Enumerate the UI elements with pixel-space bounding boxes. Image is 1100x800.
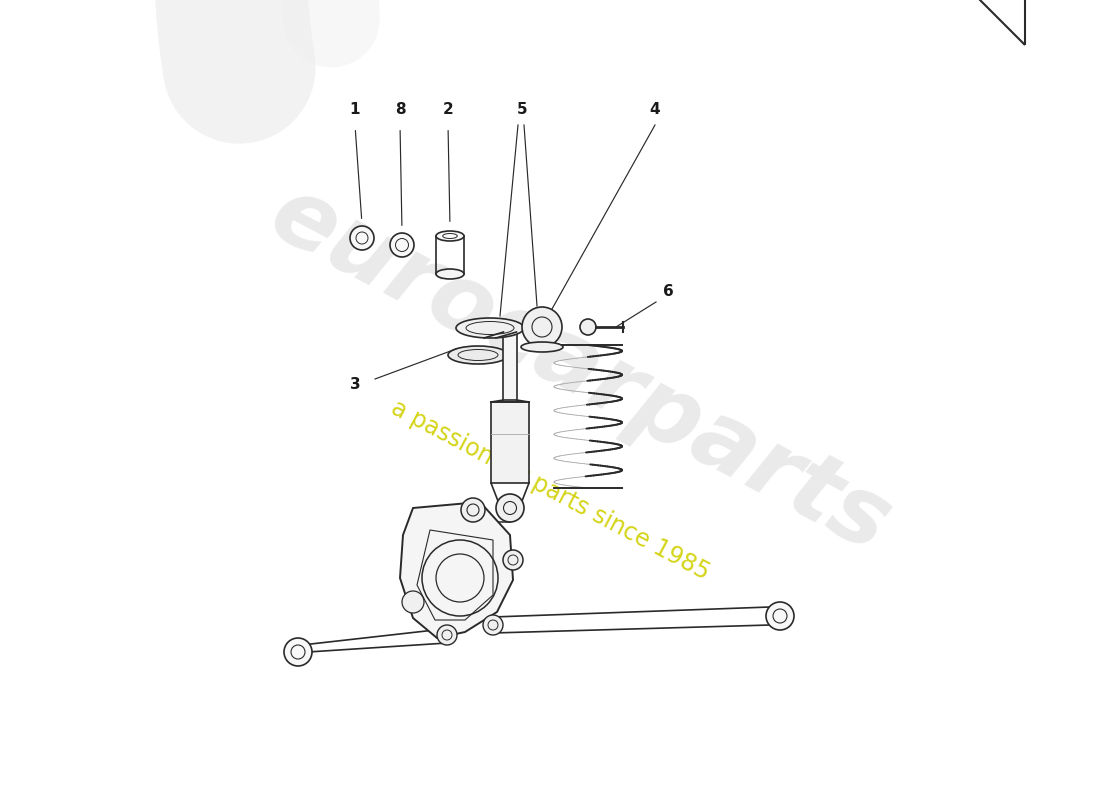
Circle shape <box>496 494 524 522</box>
Polygon shape <box>400 502 513 638</box>
Text: 1: 1 <box>350 102 361 118</box>
Text: 2: 2 <box>442 102 453 118</box>
Circle shape <box>437 625 456 645</box>
Text: 3: 3 <box>350 378 361 393</box>
Circle shape <box>580 319 596 335</box>
Circle shape <box>461 498 485 522</box>
Circle shape <box>284 638 312 666</box>
Ellipse shape <box>436 231 464 241</box>
Text: 4: 4 <box>650 102 660 118</box>
Ellipse shape <box>436 269 464 279</box>
Circle shape <box>766 602 794 630</box>
Text: 5: 5 <box>517 102 527 118</box>
Polygon shape <box>504 332 517 400</box>
Ellipse shape <box>521 342 563 352</box>
Ellipse shape <box>456 318 524 338</box>
Ellipse shape <box>390 233 414 257</box>
Text: 6: 6 <box>662 285 673 299</box>
Text: 8: 8 <box>395 102 405 118</box>
Ellipse shape <box>448 346 508 364</box>
Ellipse shape <box>350 226 374 250</box>
Text: a passion for parts since 1985: a passion for parts since 1985 <box>387 395 713 585</box>
Polygon shape <box>491 402 529 483</box>
Circle shape <box>503 550 522 570</box>
Circle shape <box>522 307 562 347</box>
Circle shape <box>402 591 424 613</box>
Circle shape <box>483 615 503 635</box>
Text: eurocarparts: eurocarparts <box>254 168 905 572</box>
